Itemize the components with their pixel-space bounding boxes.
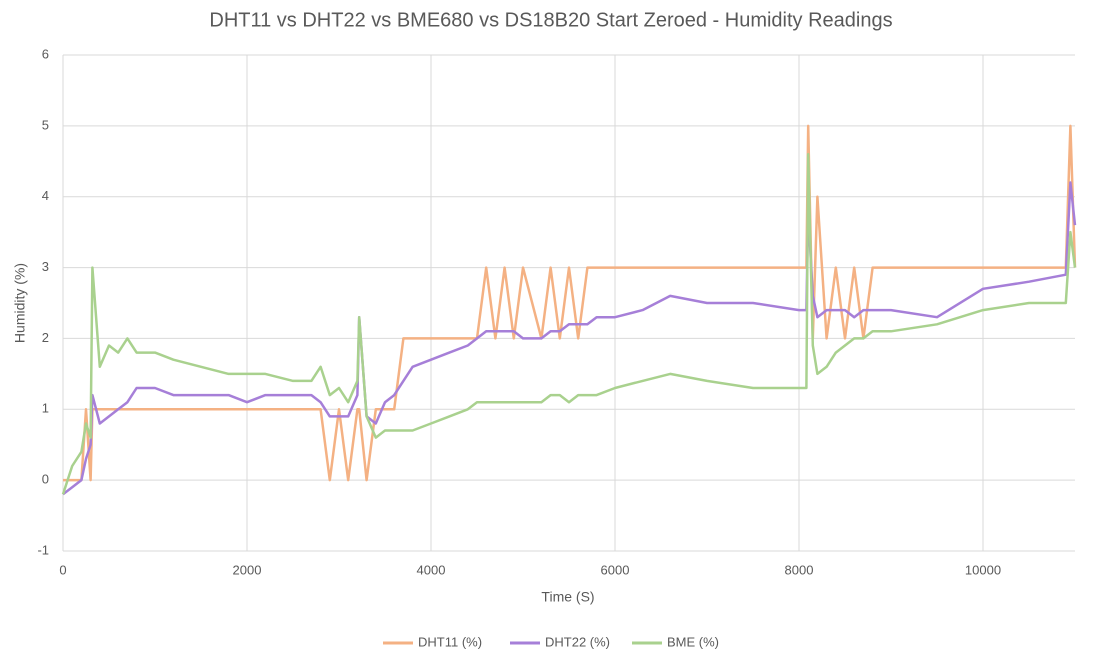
y-tick-label: 4 bbox=[42, 188, 49, 203]
legend-label: DHT11 (%) bbox=[418, 634, 482, 649]
y-tick-label: 0 bbox=[42, 472, 49, 487]
y-tick-label: 3 bbox=[42, 259, 49, 274]
y-tick-label: 5 bbox=[42, 117, 49, 132]
x-tick-label: 2000 bbox=[233, 562, 262, 577]
series-line bbox=[61, 152, 1077, 495]
x-tick-label: 6000 bbox=[601, 562, 630, 577]
y-tick-label: 2 bbox=[42, 330, 49, 345]
legend-label: BME (%) bbox=[667, 634, 719, 649]
y-tick-label: -1 bbox=[37, 542, 49, 557]
y-tick-label: 6 bbox=[42, 46, 49, 61]
chart-title: DHT11 vs DHT22 vs BME680 vs DS18B20 Star… bbox=[209, 9, 892, 31]
x-tick-label: 4000 bbox=[417, 562, 446, 577]
x-axis-title: Time (S) bbox=[541, 589, 594, 605]
y-tick-label: 1 bbox=[42, 401, 49, 416]
x-tick-label: 8000 bbox=[785, 562, 814, 577]
series-line bbox=[62, 181, 1077, 496]
x-tick-label: 0 bbox=[59, 562, 66, 577]
y-axis-title: Humidity (%) bbox=[12, 263, 28, 343]
x-tick-label: 10000 bbox=[965, 562, 1001, 577]
series-line bbox=[63, 124, 1077, 482]
legend-label: DHT22 (%) bbox=[545, 634, 610, 649]
